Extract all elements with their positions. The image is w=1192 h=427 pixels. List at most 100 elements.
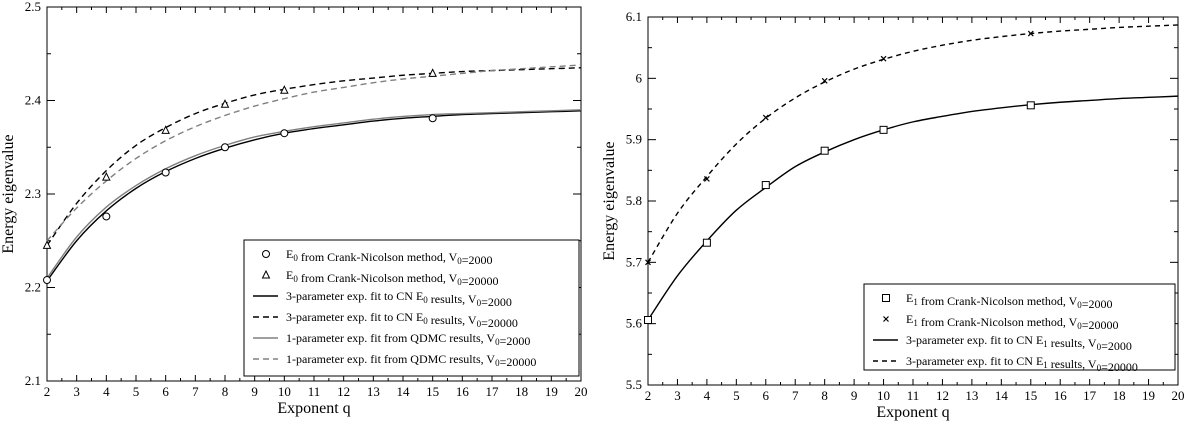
legend-text: from Crank-Nicolson method, V — [298, 250, 458, 264]
y-tick-label: 5.9 — [626, 132, 642, 147]
legend-marker-sample — [261, 269, 271, 279]
x-tick-label: 5 — [133, 384, 140, 399]
legend-text: 3-parameter exp. fit to CN E — [286, 289, 423, 303]
data-point-E1_cn_20000 — [762, 114, 769, 121]
x-tick-label: 4 — [103, 384, 110, 399]
y-tick-label: 2.3 — [25, 186, 41, 201]
x-tick-label: 20 — [1172, 388, 1185, 403]
legend: E1 from Crank-Nicolson method, V0=2000E1… — [863, 283, 1176, 374]
cross-stroke — [880, 55, 887, 62]
x-tick-label: 7 — [792, 388, 799, 403]
y-tick-label: 6.1 — [626, 9, 642, 24]
data-point-E1_cn_2000 — [644, 315, 652, 324]
data-point-E0_cn_20000 — [161, 125, 170, 134]
data-point-E0_cn_20000 — [280, 85, 289, 94]
legend-text: =20000 — [1101, 360, 1138, 374]
legend-text: results, V — [1048, 336, 1097, 350]
legend-subscript: 0 — [423, 316, 428, 326]
y-tick-label: 5.7 — [626, 254, 643, 269]
legend: E0 from Crank-Nicolson method, V0=2000E0… — [243, 239, 580, 377]
series-line-fit3_2000 — [46, 110, 582, 282]
series-group — [42, 64, 582, 285]
legend-marker-sample — [882, 294, 890, 302]
legend-text: =20000 — [462, 274, 499, 288]
legend-text: 1-parameter exp. fit from QDMC results, … — [286, 352, 495, 366]
legend-subscript: 0 — [495, 337, 500, 347]
legend-subscript: 0 — [495, 358, 500, 368]
legend-label: E1 from Crank-Nicolson method, V0=2000 — [906, 291, 1113, 311]
legend-label: 3-parameter exp. fit to CN E0 results, V… — [286, 289, 512, 309]
x-tick-label: 19 — [545, 384, 558, 399]
legend-text: E — [906, 291, 913, 305]
legend-text: =20000 — [1082, 318, 1119, 332]
x-tick-label: 12 — [337, 384, 350, 399]
y-tick-label: 2.4 — [25, 93, 42, 108]
data-point-E0_cn_2000 — [221, 143, 229, 152]
legend-symbol — [262, 250, 270, 258]
data-point-E1_cn_2000 — [820, 146, 829, 155]
legend-box — [243, 239, 580, 377]
x-tick-label: 10 — [278, 384, 291, 399]
x-tick-label: 8 — [821, 388, 828, 403]
legend-text: 3-parameter exp. fit to CN E — [906, 354, 1043, 368]
y-tick-label: 2.5 — [25, 0, 41, 14]
legend-text: results, V — [428, 313, 477, 327]
y-tick-label: 5.6 — [626, 316, 643, 331]
y-tick-label: 2.1 — [25, 373, 41, 388]
x-tick-label: 14 — [397, 384, 411, 399]
x-tick-label: 5 — [733, 388, 740, 403]
x-tick-label: 13 — [367, 384, 380, 399]
legend-subscript: 0 — [1077, 300, 1082, 310]
x-tick-label: 16 — [1054, 388, 1068, 403]
legend-text: =20000 — [481, 316, 518, 330]
x-tick-label: 7 — [192, 384, 199, 399]
data-point-E1_cn_2000 — [1026, 101, 1035, 110]
legend-text: from Crank-Nicolson method, V — [918, 294, 1078, 308]
legend-text: =20000 — [500, 355, 537, 369]
legend-subscript: 0 — [293, 274, 298, 284]
x-tick-label: 12 — [936, 388, 949, 403]
legend-subscript: 0 — [457, 256, 462, 266]
legend-text: results, V — [428, 292, 477, 306]
data-point-E1_cn_2000 — [761, 181, 770, 190]
right-chart-panel: 2 3 4 5 6 7 8 9 10 11 12 13 14 15 16 17 18 19 205.55.65.75… — [601, 9, 1185, 421]
data-point-E1_cn_20000 — [1027, 30, 1034, 37]
cross-stroke — [762, 114, 769, 121]
x-tick-label: 20 — [575, 384, 588, 399]
legend-text: from Crank-Nicolson method, V — [918, 315, 1078, 329]
data-point-E0_cn_20000 — [102, 172, 111, 181]
y-tick-label: 5.5 — [626, 377, 642, 392]
legend-subscript: 1 — [913, 297, 918, 307]
left-chart-panel: 2 3 4 5 6 7 8 9 10 11 12 13 14 15 16 17 18 19 20 2.1 2.2 2.3 2… — [0, 0, 588, 417]
data-point-E0_cn_20000 — [428, 68, 437, 77]
series-line-fit3_20000 — [46, 67, 582, 246]
x-tick-label: 11 — [907, 388, 920, 403]
x-tick-label: 11 — [308, 384, 321, 399]
data-point-E0_cn_20000 — [220, 99, 230, 108]
legend-text: 3-parameter exp. fit to CN E — [286, 310, 423, 324]
legend-subscript: 0 — [1077, 321, 1082, 331]
legend-text: 1-parameter exp. fit from QDMC results, … — [286, 331, 495, 345]
data-point-E0_cn_2000 — [161, 168, 170, 177]
data-point-E1_cn_20000 — [821, 77, 828, 84]
legend-subscript: 0 — [1097, 363, 1102, 373]
legend-text: E — [286, 247, 293, 261]
x-tick-label: 3 — [73, 384, 80, 399]
x-tick-label: 9 — [251, 384, 258, 399]
x-tick-label: 18 — [515, 384, 528, 399]
x-tick-label: 9 — [851, 388, 858, 403]
series-line-fit1_20000 — [46, 64, 582, 242]
legend-subscript: 0 — [293, 253, 298, 263]
legend-symbol — [882, 294, 890, 302]
x-tick-label: 6 — [162, 384, 169, 399]
cross-stroke — [703, 175, 710, 182]
y-axis-label: Energy eigenvalue — [0, 134, 17, 253]
cross-stroke — [821, 77, 828, 84]
legend-text: 3-parameter exp. fit to CN E — [906, 333, 1043, 347]
x-tick-label: 8 — [222, 384, 229, 399]
x-tick-label: 4 — [704, 388, 711, 403]
series-line-fit1_2000 — [46, 109, 582, 279]
legend-subscript: 0 — [477, 319, 482, 329]
legend-marker-sample — [262, 250, 270, 258]
x-tick-label: 2 — [44, 384, 51, 399]
